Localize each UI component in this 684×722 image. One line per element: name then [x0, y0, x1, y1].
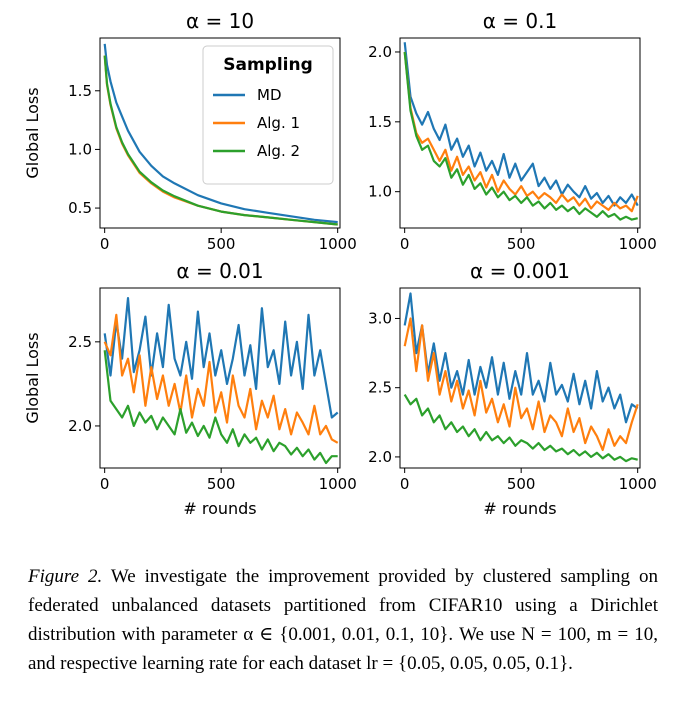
y-tick-label: 2.5: [68, 333, 92, 351]
series-line-md: [403, 292, 639, 424]
x-tick-label: 1000: [619, 475, 657, 493]
chart-panel-1: 0 500 1000 0.5 1.0 1.5 α = 10 Global Loss Sampli…: [23, 9, 357, 253]
legend-label: Alg. 1: [257, 114, 300, 132]
chart-title: α = 0.1: [483, 9, 557, 33]
y-tick-label: 1.0: [368, 183, 392, 201]
legend-box: [202, 45, 334, 185]
x-axis-label: # rounds: [183, 499, 256, 518]
x-tick-label: 500: [507, 235, 536, 253]
series-line-md: [103, 43, 338, 224]
y-tick-label: 2.0: [68, 417, 92, 435]
plot-frame: [399, 37, 641, 229]
x-tick-label: 1000: [319, 235, 357, 253]
x-tick-label: 0: [100, 235, 110, 253]
chart-panel-3: 0 500 1000 2.0 2.5 α = 0.01 Global Loss # round…: [23, 259, 357, 518]
x-axis-label: # rounds: [483, 499, 556, 518]
y-tick-label: 2.5: [368, 379, 392, 397]
y-axis-label: Global Loss: [23, 87, 42, 178]
series-line-alg-2: [403, 394, 638, 463]
x-tick-label: 0: [400, 475, 410, 493]
series-line-alg-2: [103, 55, 338, 226]
plot-frame: [99, 37, 341, 229]
x-tick-label: 500: [207, 235, 236, 253]
y-axis-label: Global Loss: [23, 332, 42, 423]
chart-panel-4: 0 500 1000 2.0 2.5 3.0 α = 0.001 # rounds: [368, 259, 657, 518]
x-tick-label: 1000: [319, 475, 357, 493]
plot-frame: [99, 287, 341, 469]
figure-caption: Figure 2. We investigate the improvement…: [28, 562, 658, 678]
y-tick-label: 1.5: [368, 113, 392, 131]
legend-label: Alg. 2: [257, 142, 300, 160]
y-tick-label: 1.0: [68, 140, 92, 158]
y-tick-label: 1.5: [68, 82, 92, 100]
series-line-md: [403, 42, 639, 207]
x-tick-label: 0: [400, 235, 410, 253]
caption-text: We investigate the improvement provided …: [28, 566, 658, 674]
x-tick-label: 500: [507, 475, 536, 493]
x-tick-label: 0: [100, 475, 110, 493]
series-line-md: [103, 297, 339, 419]
x-tick-label: 1000: [619, 235, 657, 253]
legend-title: Sampling: [223, 55, 313, 75]
caption-label: Figure 2.: [28, 566, 103, 587]
chart-title: α = 0.01: [176, 259, 263, 283]
y-tick-label: 0.5: [68, 199, 92, 217]
series-line-alg-1: [403, 317, 639, 452]
chart-title: α = 0.001: [470, 259, 570, 283]
figure-grid: 0 500 1000 0.5 1.0 1.5 α = 10 Global Loss Sampli…: [23, 9, 657, 518]
series-line-alg-2: [403, 51, 638, 221]
series-line-alg-1: [103, 313, 339, 444]
legend-label: MD: [257, 86, 282, 104]
y-tick-label: 2.0: [368, 43, 392, 61]
legend: Sampling MD Alg. 1 Alg. 2: [202, 45, 334, 185]
plot-frame: [399, 287, 641, 469]
y-tick-label: 2.0: [368, 448, 392, 466]
chart-panel-2: 0 500 1000 1.0 1.5 2.0 α = 0.1: [368, 9, 657, 253]
x-tick-label: 500: [207, 475, 236, 493]
series-line-alg-2: [103, 350, 338, 465]
y-tick-label: 3.0: [368, 309, 392, 327]
series-line-alg-1: [403, 51, 639, 213]
chart-title: α = 10: [186, 9, 254, 33]
